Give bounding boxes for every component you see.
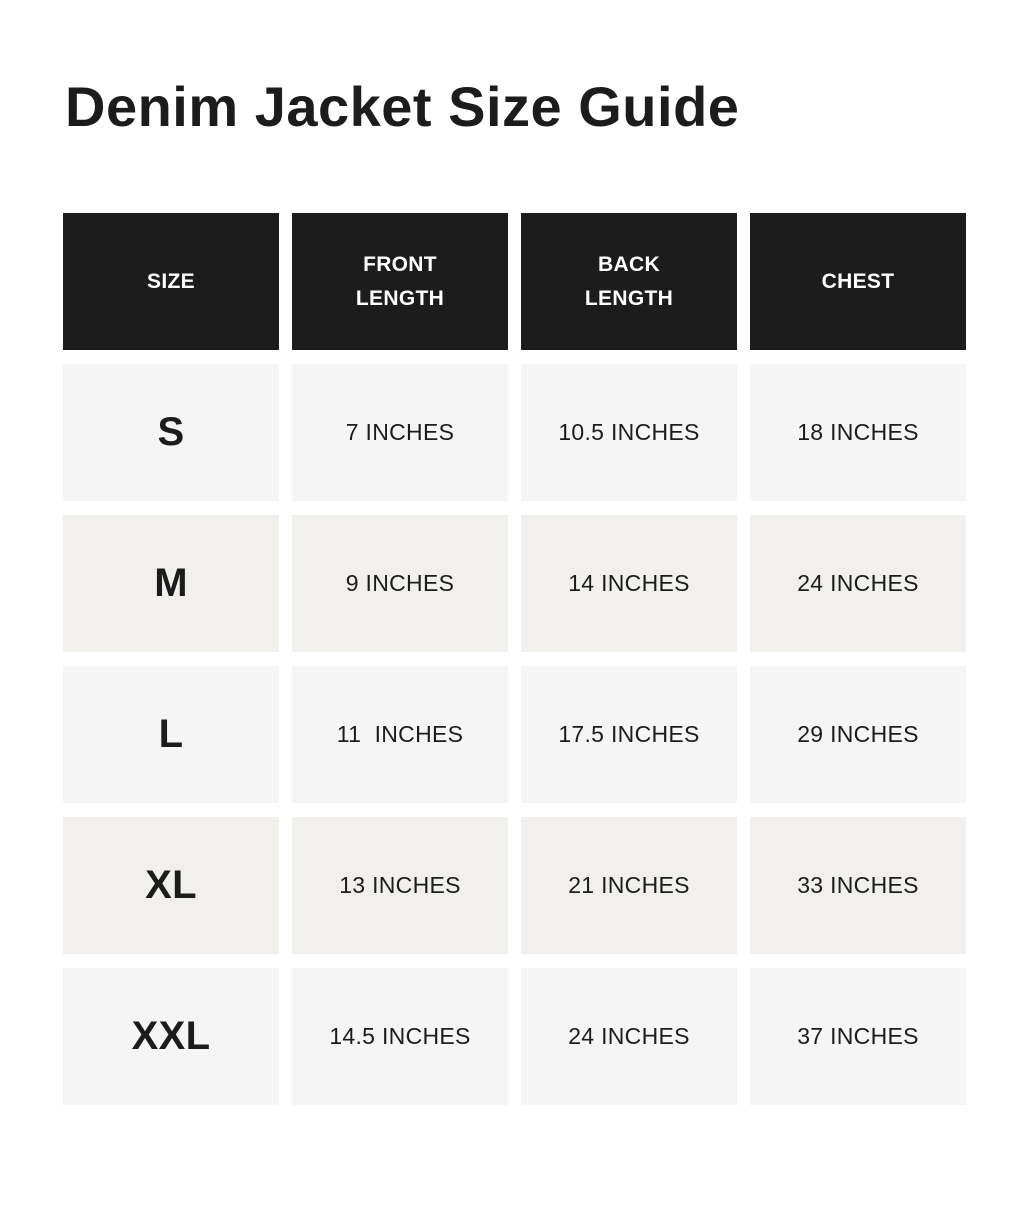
header-chest: CHEST	[750, 213, 966, 350]
header-back-length: BACK LENGTH	[521, 213, 737, 350]
table-cell-back-length: 14 INCHES	[521, 515, 737, 652]
table-cell-size: S	[63, 364, 279, 501]
table-cell-size: M	[63, 515, 279, 652]
table-cell-chest: 18 INCHES	[750, 364, 966, 501]
table-cell-size: XXL	[63, 968, 279, 1105]
table-cell-front-length: 11 INCHES	[292, 666, 508, 803]
table-cell-chest: 33 INCHES	[750, 817, 966, 954]
table-cell-chest: 24 INCHES	[750, 515, 966, 652]
table-cell-front-length: 13 INCHES	[292, 817, 508, 954]
table-cell-front-length: 9 INCHES	[292, 515, 508, 652]
table-cell-size: XL	[63, 817, 279, 954]
table-cell-chest: 37 INCHES	[750, 968, 966, 1105]
table-cell-back-length: 21 INCHES	[521, 817, 737, 954]
table-cell-size: L	[63, 666, 279, 803]
table-cell-front-length: 7 INCHES	[292, 364, 508, 501]
table-cell-back-length: 10.5 INCHES	[521, 364, 737, 501]
table-cell-back-length: 17.5 INCHES	[521, 666, 737, 803]
table-cell-back-length: 24 INCHES	[521, 968, 737, 1105]
page-title: Denim Jacket Size Guide	[65, 75, 740, 138]
table-cell-chest: 29 INCHES	[750, 666, 966, 803]
header-front-length: FRONT LENGTH	[292, 213, 508, 350]
header-size: SIZE	[63, 213, 279, 350]
table-cell-front-length: 14.5 INCHES	[292, 968, 508, 1105]
